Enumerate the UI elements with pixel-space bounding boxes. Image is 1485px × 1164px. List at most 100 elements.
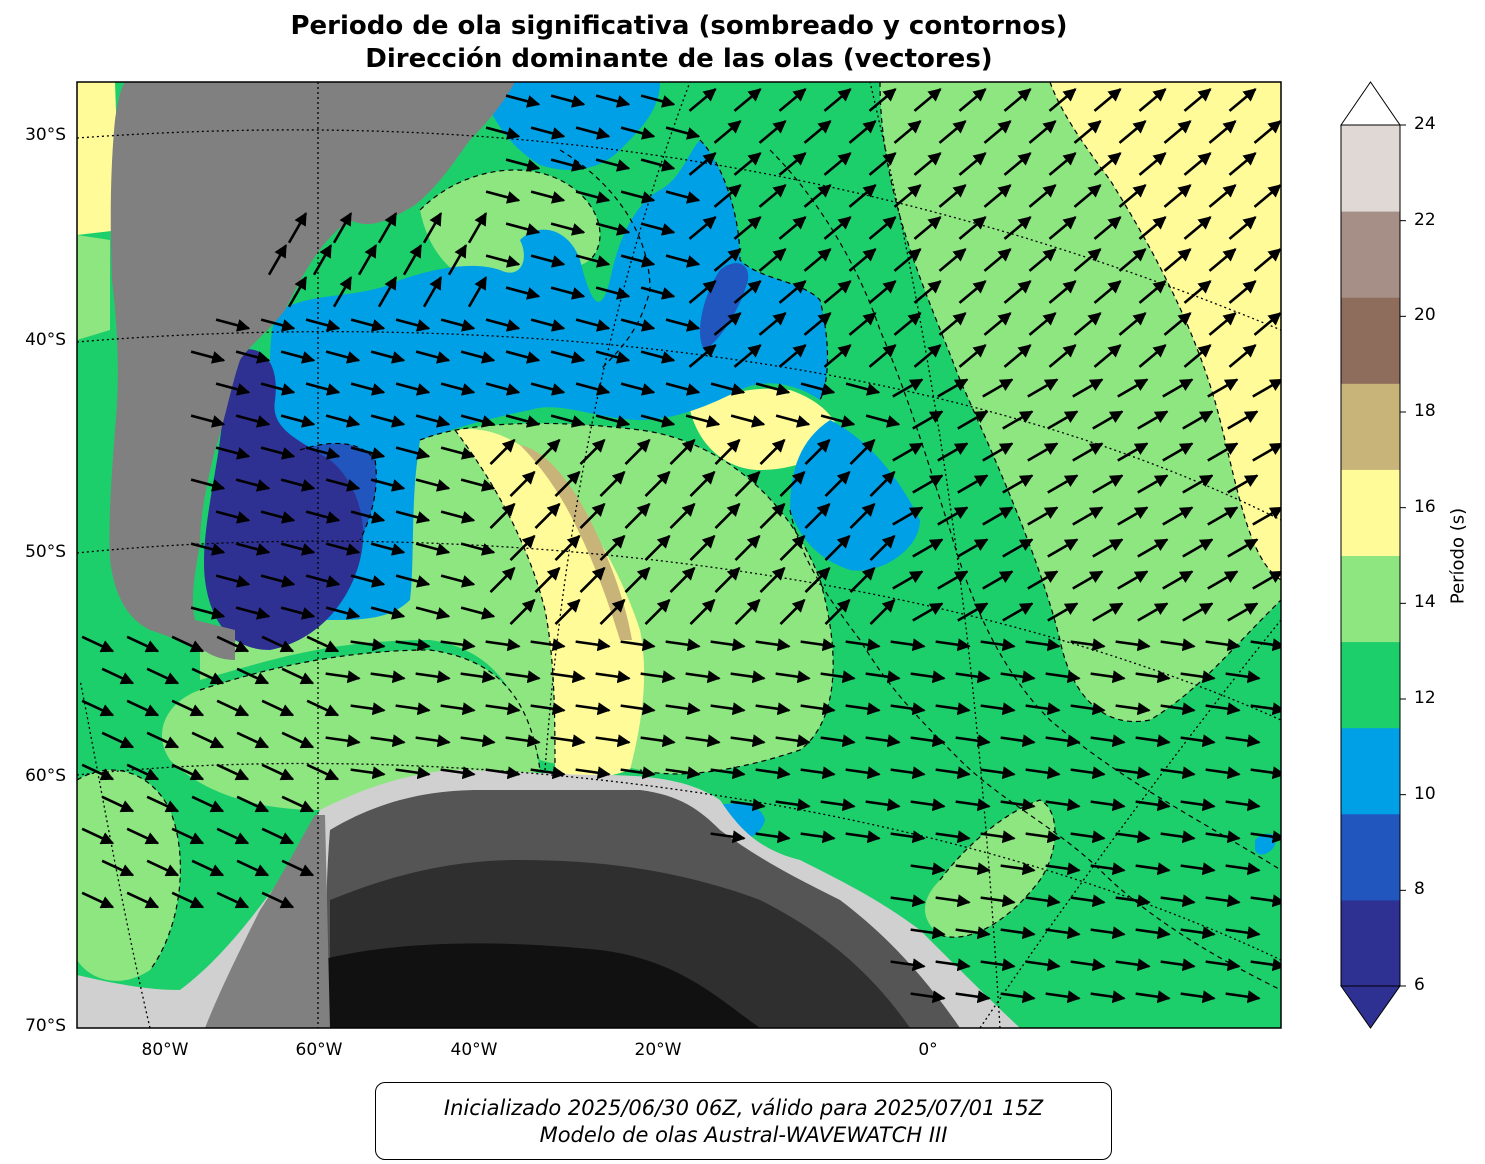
- wave-vector: [775, 670, 811, 684]
- wave-vector: [935, 958, 971, 972]
- wave-vector: [1028, 248, 1057, 272]
- wave-vector: [935, 766, 971, 780]
- wave-vector: [1048, 88, 1077, 112]
- wave-vector: [325, 414, 361, 428]
- wave-vector: [126, 827, 160, 845]
- wave-vector: [460, 734, 496, 748]
- wave-vector: [1160, 894, 1196, 908]
- colorbar-tick-label: 24: [1414, 114, 1436, 134]
- wave-vector: [325, 478, 361, 492]
- wave-vector: [1115, 958, 1151, 972]
- wave-vector: [1182, 602, 1214, 622]
- wave-vector: [713, 312, 742, 336]
- colorbar-tick-label: 6: [1414, 975, 1425, 995]
- wave-vector: [550, 414, 586, 428]
- wave-vector: [955, 862, 991, 876]
- lat-tick-50s: 50°S: [25, 542, 66, 562]
- wave-vector: [713, 120, 742, 144]
- wave-vector: [1135, 862, 1171, 876]
- wave-vector: [758, 120, 787, 144]
- wave-vector: [235, 606, 271, 620]
- south-america-land: [109, 82, 515, 655]
- wave-vector: [1115, 894, 1151, 908]
- wave-vector: [983, 120, 1012, 144]
- wave-vector: [775, 734, 811, 748]
- colorbar-segment: [1341, 555, 1400, 643]
- wave-vector: [893, 248, 922, 272]
- wave-vector: [550, 158, 586, 172]
- lon-tick-80w: 80°W: [141, 1040, 189, 1060]
- wave-vector: [216, 699, 250, 717]
- wave-vector: [640, 734, 676, 748]
- wave-vector: [713, 184, 742, 208]
- wave-vector: [460, 542, 496, 556]
- wave-vector: [778, 280, 807, 304]
- wave-vector: [261, 763, 295, 781]
- wave-vector: [485, 702, 521, 716]
- wave-vector: [869, 599, 896, 625]
- wave-vector: [530, 126, 566, 140]
- wave-vector: [938, 248, 967, 272]
- wave-vector: [1072, 506, 1104, 526]
- wave-vector: [800, 766, 836, 780]
- wave-vector: [982, 442, 1014, 462]
- wave-vector: [849, 503, 876, 529]
- wave-vector: [1045, 798, 1081, 812]
- wave-vector: [1227, 474, 1259, 494]
- lat-tick-30s: 30°S: [25, 125, 66, 145]
- wave-vector: [714, 567, 741, 593]
- wave-vector: [890, 830, 926, 844]
- colorbar-segment: [1341, 813, 1400, 901]
- wave-vector: [190, 542, 226, 556]
- wave-vector: [759, 503, 786, 529]
- wave-vector: [1045, 990, 1081, 1004]
- wave-vector: [267, 244, 288, 276]
- wave-vector: [865, 798, 901, 812]
- wave-vector: [1253, 120, 1281, 144]
- wave-vector: [357, 244, 378, 276]
- colorbar-tick-label: 12: [1414, 688, 1436, 708]
- wave-vector: [820, 670, 856, 684]
- wave-vector: [937, 570, 969, 590]
- wave-vector: [1135, 798, 1171, 812]
- wave-vector: [534, 567, 561, 593]
- wave-vector: [624, 439, 651, 465]
- wave-vector: [733, 216, 762, 240]
- wave-vector: [422, 276, 443, 308]
- colorbar-label: Período (s): [1447, 507, 1469, 605]
- wave-vector: [236, 859, 270, 877]
- wave-vector: [669, 503, 696, 529]
- wave-vector: [1252, 506, 1281, 526]
- colorbar-under-arrow: [1340, 985, 1401, 1029]
- wave-vector: [938, 312, 967, 336]
- wave-vector: [191, 731, 225, 749]
- wave-vector: [779, 599, 806, 625]
- wave-vector: [1208, 184, 1237, 208]
- wave-vector: [665, 126, 701, 140]
- wave-vector: [620, 126, 656, 140]
- wave-vector: [350, 446, 386, 460]
- lat-tick-70s: 70°S: [25, 1016, 66, 1036]
- lon-tick-60w: 60°W: [295, 1040, 343, 1060]
- wave-vector: [958, 344, 987, 368]
- wave-vector: [305, 318, 341, 332]
- wave-vector: [599, 535, 626, 561]
- wave-vector: [955, 734, 991, 748]
- wave-vector: [893, 312, 922, 336]
- wave-vector: [620, 318, 656, 332]
- wave-vector: [689, 471, 716, 497]
- wave-vector: [1183, 216, 1212, 240]
- wave-vector: [81, 891, 115, 909]
- wave-vector: [215, 574, 251, 588]
- wave-vector: [440, 638, 476, 652]
- wave-vector: [1183, 152, 1212, 176]
- wave-vector: [620, 638, 656, 652]
- wave-vector: [1072, 442, 1104, 462]
- wave-vector: [350, 702, 386, 716]
- wave-vector: [370, 350, 406, 364]
- wave-vector: [1228, 216, 1257, 240]
- wave-vector: [190, 414, 226, 428]
- wave-vector: [550, 222, 586, 236]
- wave-vector: [1183, 280, 1212, 304]
- wave-vector: [325, 606, 361, 620]
